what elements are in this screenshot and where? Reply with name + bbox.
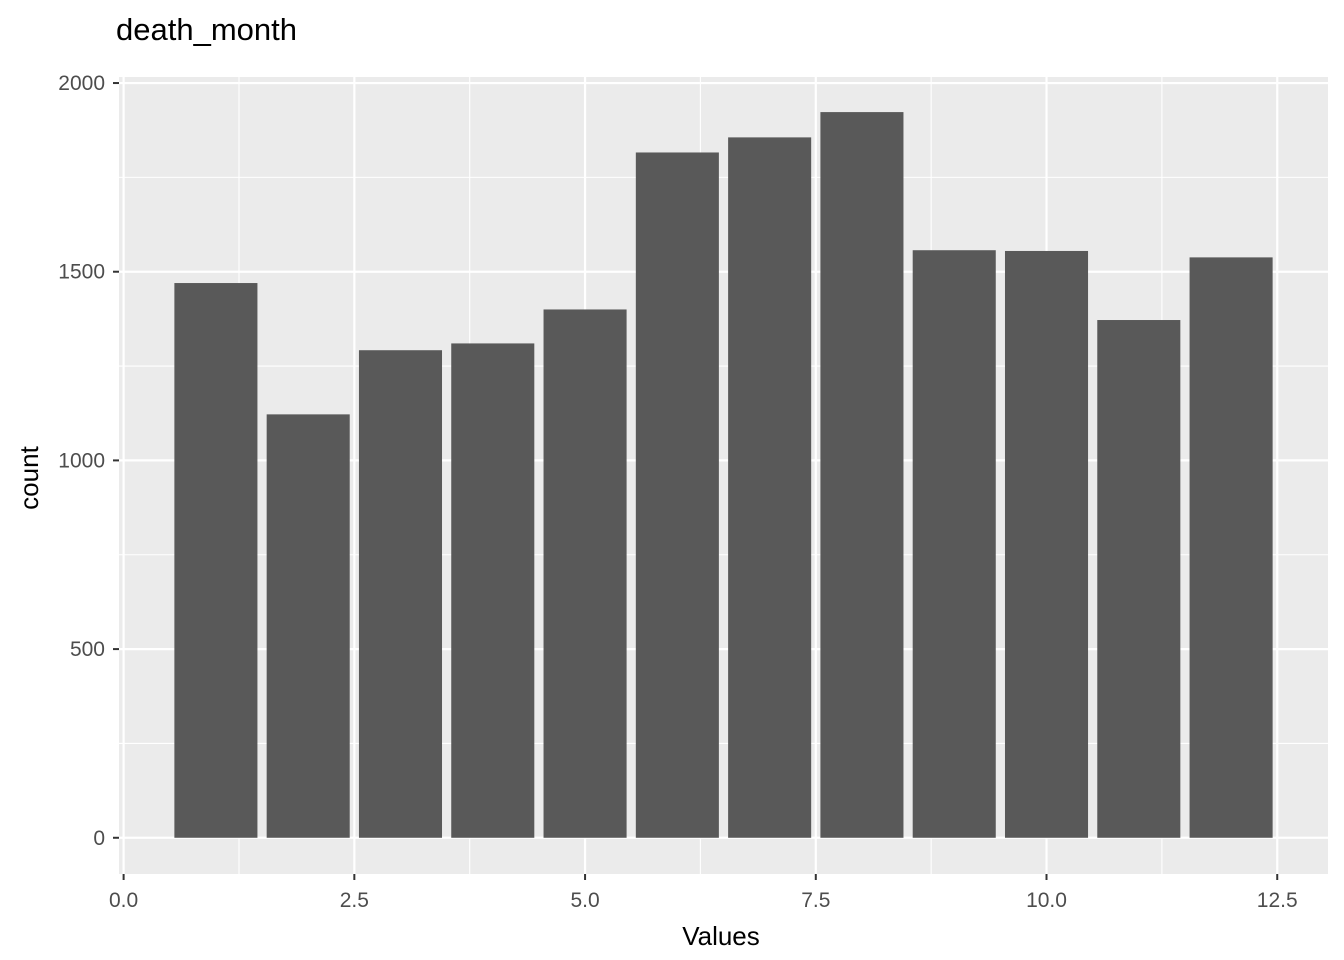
bar <box>174 283 258 838</box>
bars <box>174 112 1273 838</box>
x-tick-label: 2.5 <box>340 889 369 912</box>
y-tick-label: 0 <box>93 827 105 850</box>
axis-ticks <box>113 82 1279 880</box>
x-axis-title: Values <box>682 921 760 951</box>
x-tick-label: 7.5 <box>801 889 830 912</box>
bar <box>1004 250 1089 838</box>
bar <box>543 309 627 838</box>
x-tick-labels: 0.0 2.5 5.0 7.5 10.0 12.5 <box>109 889 1298 912</box>
x-tick-label: 5.0 <box>570 889 599 912</box>
bar <box>728 137 812 838</box>
chart-title: death_month <box>116 12 297 47</box>
y-tick-labels: 0 500 1000 1500 2000 <box>58 72 105 850</box>
x-tick-label: 12.5 <box>1257 889 1298 912</box>
bar <box>1189 257 1273 838</box>
bar <box>912 250 996 838</box>
bar <box>635 152 719 838</box>
bar <box>358 350 443 838</box>
y-axis-title: count <box>14 445 44 509</box>
y-tick-label: 1500 <box>58 261 105 284</box>
bar <box>451 343 535 838</box>
y-tick-label: 2000 <box>58 72 105 95</box>
x-tick-label: 10.0 <box>1026 889 1067 912</box>
x-tick-label: 0.0 <box>109 889 138 912</box>
y-tick-label: 1000 <box>58 449 105 472</box>
bar <box>266 414 350 838</box>
y-tick-label: 500 <box>70 638 105 661</box>
bar <box>820 112 904 838</box>
bar <box>1097 320 1181 838</box>
